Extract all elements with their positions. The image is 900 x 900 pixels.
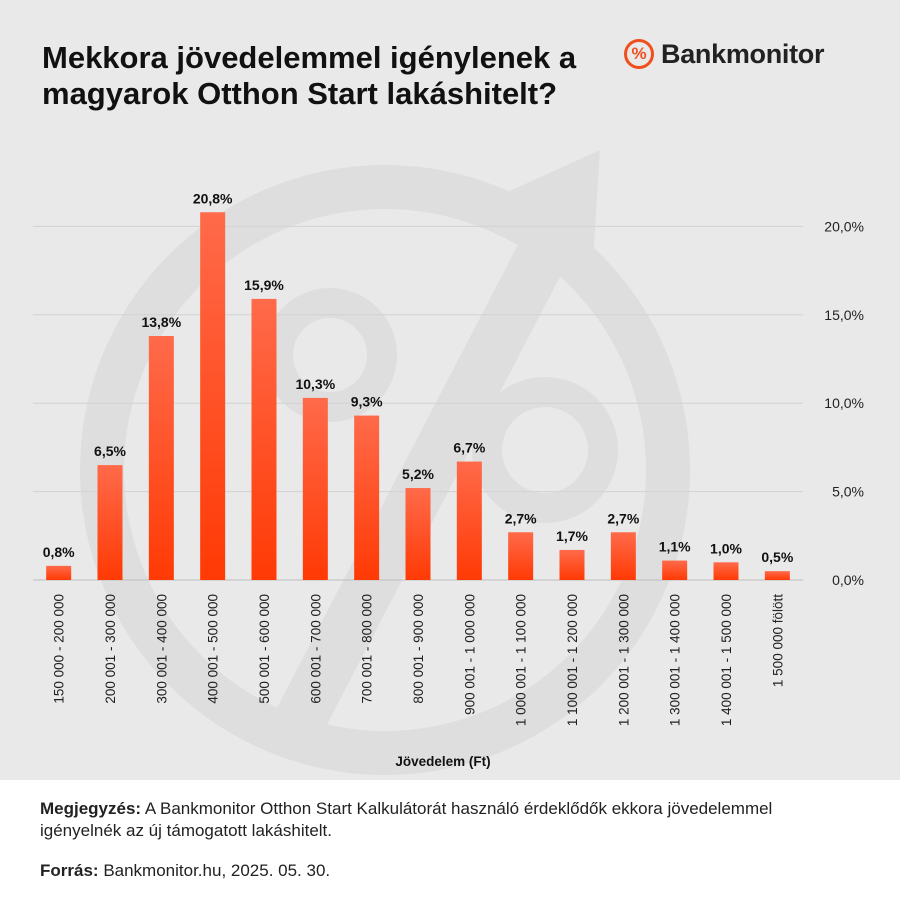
bar xyxy=(97,465,123,580)
bar xyxy=(148,336,174,580)
x-tick-label: 900 001 - 1 000 000 xyxy=(462,594,477,715)
x-axis: 150 000 - 200 000 200 001 - 300 000 300 00… xyxy=(52,594,786,726)
bar xyxy=(764,571,790,580)
bar xyxy=(302,397,328,580)
x-tick-label: 200 001 - 300 000 xyxy=(103,594,118,704)
x-tick-label: 500 001 - 600 000 xyxy=(257,594,272,704)
bar xyxy=(662,560,688,580)
x-tick-label: 1 500 000 fölött xyxy=(770,594,785,687)
data-label: 0,5% xyxy=(761,549,793,565)
bankmonitor-logo: % Bankmonitor xyxy=(624,36,825,72)
data-label: 15,9% xyxy=(244,277,284,293)
value-labels: 0,8% 6,5% 13,8% 20,8% 15,9% 10,3% 9,3% 5,2% 6,7%… xyxy=(43,190,794,565)
x-tick-label: 800 001 - 900 000 xyxy=(411,594,426,704)
bar-chart: 0,8% 6,5% 13,8% 20,8% 15,9% 10,3% 9,3% 5,2% 6,7%… xyxy=(33,190,864,769)
x-tick-label: 600 001 - 700 000 xyxy=(308,594,323,704)
data-label: 20,8% xyxy=(193,190,233,206)
x-tick-label: 1 400 001 - 1 500 000 xyxy=(719,594,734,726)
x-tick-label: 300 001 - 400 000 xyxy=(154,594,169,704)
y-tick-label: 0,0% xyxy=(832,572,864,588)
bar xyxy=(46,565,72,580)
x-tick-label: 1 200 001 - 1 300 000 xyxy=(616,594,631,726)
x-tick-label: 400 001 - 500 000 xyxy=(206,594,221,704)
source-body: Bankmonitor.hu, 2025. 05. 30. xyxy=(103,861,331,880)
y-tick-label: 5,0% xyxy=(832,484,864,500)
note-body: A Bankmonitor Otthon Start Kalkulátorát … xyxy=(40,799,773,840)
x-tick-label: 1 000 001 - 1 100 000 xyxy=(514,594,529,726)
y-tick-label: 10,0% xyxy=(824,395,864,411)
data-label: 6,5% xyxy=(94,443,126,459)
data-label: 0,8% xyxy=(43,544,75,560)
bar xyxy=(405,488,431,580)
data-label: 10,3% xyxy=(295,376,335,392)
data-label: 9,3% xyxy=(351,394,383,410)
note-text: Megjegyzés: A Bankmonitor Otthon Start K… xyxy=(40,798,840,842)
x-tick-label: 150 000 - 200 000 xyxy=(52,594,67,704)
x-tick-label: 700 001 - 800 000 xyxy=(360,594,375,704)
x-tick-label: 1 100 001 - 1 200 000 xyxy=(565,594,580,726)
x-axis-label: Jövedelem (Ft) xyxy=(395,754,490,769)
data-label: 2,7% xyxy=(607,510,639,526)
data-label: 5,2% xyxy=(402,466,434,482)
note-label: Megjegyzés: xyxy=(40,799,142,818)
chart-title: Mekkora jövedelemmel igénylenek a magyar… xyxy=(42,40,577,111)
bar xyxy=(713,562,739,580)
data-label: 2,7% xyxy=(505,510,537,526)
percent-badge-icon: % xyxy=(624,39,654,69)
source-text: Forrás: Bankmonitor.hu, 2025. 05. 30. xyxy=(40,860,330,882)
bar xyxy=(610,532,636,580)
bar xyxy=(559,549,585,580)
bar xyxy=(508,532,534,580)
y-axis: 0,0% 5,0% 10,0% 15,0% 20,0% xyxy=(824,218,864,588)
footer: Megjegyzés: A Bankmonitor Otthon Start K… xyxy=(0,780,900,900)
data-label: 1,1% xyxy=(659,539,691,555)
data-label: 1,7% xyxy=(556,528,588,544)
data-label: 1,0% xyxy=(710,540,742,556)
logo-text: Bankmonitor xyxy=(661,38,825,69)
source-label: Forrás: xyxy=(40,861,99,880)
y-tick-label: 15,0% xyxy=(824,307,864,323)
chart-panel: Mekkora jövedelemmel igénylenek a magyar… xyxy=(0,0,900,780)
bar xyxy=(200,212,226,581)
y-tick-label: 20,0% xyxy=(824,218,864,234)
data-label: 6,7% xyxy=(453,440,485,456)
bars xyxy=(46,212,790,581)
x-tick-label: 1 300 001 - 1 400 000 xyxy=(668,594,683,726)
bar xyxy=(251,298,277,580)
data-label: 13,8% xyxy=(141,314,181,330)
bar xyxy=(456,461,482,580)
bar xyxy=(354,415,380,580)
